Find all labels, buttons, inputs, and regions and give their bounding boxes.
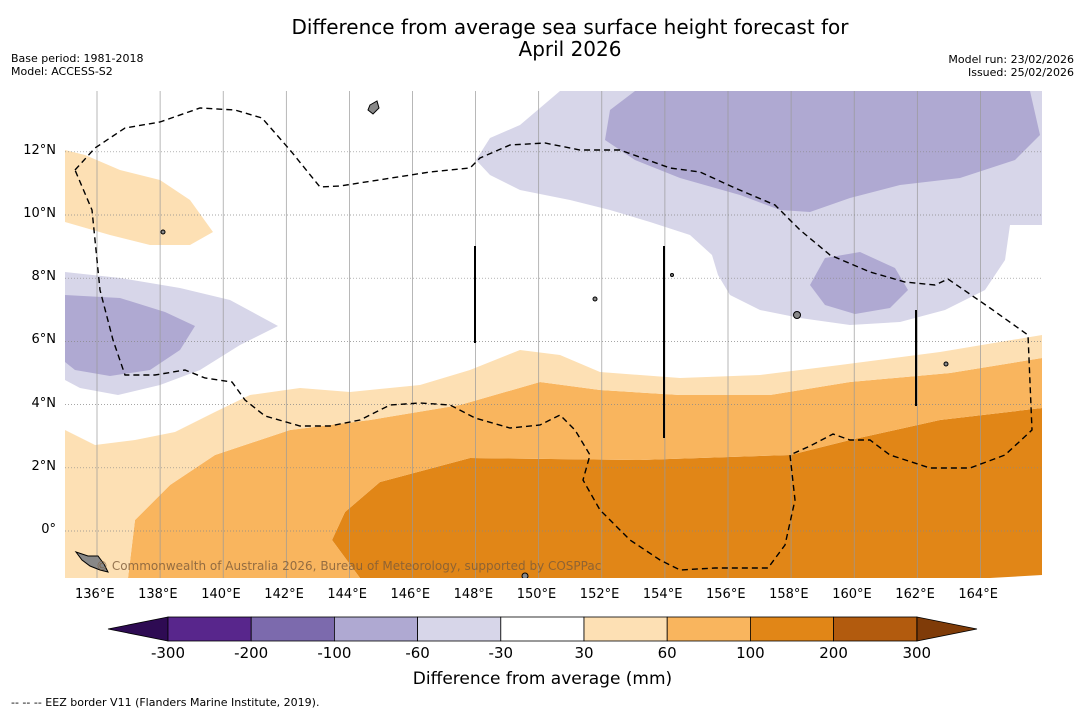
colorbar-segment xyxy=(583,616,668,642)
lon-tick-label: 158°E xyxy=(769,587,809,602)
contour-30-60-south-region xyxy=(65,335,1042,578)
lon-tick-label: 154°E xyxy=(642,587,683,602)
grid-lines xyxy=(65,91,1042,578)
colorbar-tick-label: 100 xyxy=(736,644,765,662)
colorbar-segment xyxy=(417,616,502,642)
contour-60-100-region xyxy=(128,358,1042,578)
lon-tick-label: 156°E xyxy=(706,587,746,602)
lon-tick-label: 152°E xyxy=(579,587,620,602)
colorbar-tick-label: 60 xyxy=(657,644,677,662)
model-run: Model run: 23/02/2026 xyxy=(948,53,1074,66)
colorbar-title: Difference from average (mm) xyxy=(412,669,673,689)
lat-tick-label: 4°N xyxy=(31,395,57,411)
contour-neg100-neg60-east-region xyxy=(810,252,908,314)
contour-100-200-region xyxy=(332,408,1042,578)
lon-tick-label: 136°E xyxy=(75,587,115,602)
map-plot: © Commonwealth of Australia 2026, Bureau… xyxy=(65,91,1042,578)
base-period: Base period: 1981-2018 xyxy=(11,52,144,65)
meta-right: Model run: 23/02/2026 Issued: 25/02/2026 xyxy=(948,53,1074,79)
island-small-4 xyxy=(943,361,949,367)
credit-text: © Commonwealth of Australia 2026, Bureau… xyxy=(96,559,601,573)
colorbar-segment xyxy=(250,616,335,642)
lat-tick-label: 2°N xyxy=(31,458,57,474)
lat-tick-label: 8°N xyxy=(31,269,57,285)
lon-tick-label: 138°E xyxy=(138,587,178,602)
island-pohnpei xyxy=(793,311,801,319)
issued-date: Issued: 25/02/2026 xyxy=(967,66,1074,79)
colorbar-tick-label: -100 xyxy=(317,644,352,662)
colorbar-tick-label: 200 xyxy=(819,644,848,662)
colorbar-under-triangle xyxy=(107,616,169,642)
lat-tick-label: 10°N xyxy=(23,206,56,221)
colorbar-segment xyxy=(167,616,252,642)
colorbar-tick-label: -60 xyxy=(405,644,430,662)
colorbar-segment xyxy=(666,616,751,642)
lat-tick-label: 6°N xyxy=(31,332,57,348)
contour-30-60-northwest-region xyxy=(65,150,213,245)
colorbar-tick-label: -30 xyxy=(488,644,514,662)
colorbar-tick-label: -200 xyxy=(234,644,269,662)
island-small-1 xyxy=(160,229,166,235)
title-line-2: April 2026 xyxy=(518,37,622,61)
island-small-5 xyxy=(521,572,529,578)
colorbar-segment xyxy=(500,616,585,642)
colorbar-segment xyxy=(750,616,835,642)
island-guam xyxy=(367,100,380,115)
colorbar-tick-label: 30 xyxy=(574,644,594,662)
colorbar-segment xyxy=(333,616,418,642)
lon-tick-label: 164°E xyxy=(958,587,998,602)
island-small-3 xyxy=(670,273,674,277)
model-name: Model: ACCESS-S2 xyxy=(11,65,113,78)
colorbar-over-triangle xyxy=(916,616,978,642)
lat-tick-label: 12°N xyxy=(23,142,56,158)
lon-tick-label: 150°E xyxy=(516,587,557,602)
lon-tick-label: 162°E xyxy=(895,587,935,602)
island-new-guinea-fragment xyxy=(74,551,109,573)
colorbar-segment xyxy=(833,616,918,642)
lon-tick-label: 148°E xyxy=(453,587,494,602)
colorbar-tick-label: -300 xyxy=(150,644,186,662)
lon-tick-label: 146°E xyxy=(390,587,431,602)
lon-tick-label: 160°E xyxy=(832,587,872,602)
eez-footnote: -- -- -- EEZ border V11 (Flanders Marine… xyxy=(11,696,320,709)
contour-neg100-neg60-west-region xyxy=(65,295,195,376)
lon-tick-label: 144°E xyxy=(327,587,367,602)
title-line-1: Difference from average sea surface heig… xyxy=(291,15,849,39)
lat-tick-label: 0° xyxy=(41,522,56,537)
chart-title: Difference from average sea surface heig… xyxy=(0,16,1085,60)
meta-left: Base period: 1981-2018 Model: ACCESS-S2 xyxy=(11,52,143,78)
lon-tick-label: 142°E xyxy=(264,587,304,602)
eez-border xyxy=(74,107,1033,571)
colorbar xyxy=(107,616,978,642)
contour-neg100-neg60-north-region xyxy=(605,91,1040,212)
lon-tick-label: 140°E xyxy=(201,587,241,602)
colorbar-tick-label: 300 xyxy=(902,644,932,662)
island-small-2 xyxy=(592,296,598,302)
